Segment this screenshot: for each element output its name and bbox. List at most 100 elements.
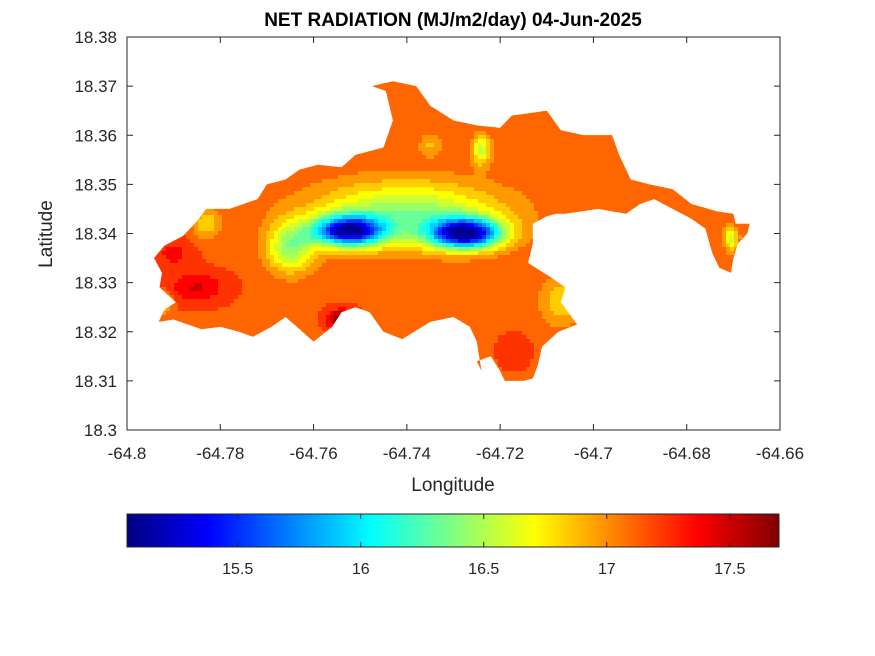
heatmap-cell — [370, 287, 375, 292]
heatmap-cell — [318, 303, 323, 308]
heatmap-cell — [270, 319, 275, 324]
heatmap-cell — [338, 195, 343, 200]
heatmap-cell — [286, 211, 291, 216]
heatmap-cell — [394, 243, 399, 248]
heatmap-cell — [294, 275, 299, 280]
heatmap-cell — [358, 195, 363, 200]
heatmap-cell — [162, 311, 167, 316]
heatmap-cell — [358, 199, 363, 204]
heatmap-cell — [398, 187, 403, 192]
heatmap-cell — [378, 219, 383, 224]
heatmap-cell — [362, 231, 367, 236]
heatmap-cell — [394, 81, 399, 84]
heatmap-cell — [270, 219, 275, 224]
heatmap-cell — [306, 171, 311, 176]
heatmap-cell — [322, 199, 327, 204]
heatmap-cell — [306, 207, 311, 212]
heatmap-cell — [262, 247, 267, 252]
heatmap-cell — [330, 283, 335, 288]
heatmap-cell — [386, 135, 391, 140]
heatmap-cell — [266, 199, 271, 204]
heatmap-cell — [342, 251, 347, 256]
heatmap-cell — [262, 243, 267, 248]
heatmap-cell — [190, 235, 195, 240]
heatmap-cell — [314, 163, 319, 168]
heatmap-cell — [178, 239, 183, 244]
heatmap-cell — [214, 247, 219, 252]
heatmap-cell — [354, 235, 359, 240]
heatmap-cell — [334, 279, 339, 284]
heatmap-cell — [350, 243, 355, 248]
heatmap-cell — [246, 311, 251, 316]
heatmap-cell — [366, 175, 371, 180]
heatmap-cell — [246, 283, 251, 288]
heatmap-cell — [314, 207, 319, 212]
heatmap-cell — [214, 227, 219, 232]
heatmap-cell — [258, 259, 263, 264]
heatmap-cell — [330, 231, 335, 236]
heatmap-cell — [346, 231, 351, 236]
heatmap-cell — [306, 219, 311, 224]
heatmap-cell — [282, 279, 287, 284]
heatmap-cell — [254, 207, 259, 212]
heatmap-cell — [386, 331, 391, 336]
heatmap-cell — [330, 239, 335, 244]
heatmap-cell — [334, 271, 339, 276]
heatmap-cell — [166, 243, 171, 248]
heatmap-cell — [354, 259, 359, 264]
heatmap-cell — [286, 215, 291, 220]
heatmap-cell — [346, 175, 351, 180]
heatmap-cell — [394, 279, 399, 284]
heatmap-cell — [298, 307, 303, 312]
heatmap-cell — [278, 187, 283, 192]
heatmap-cell — [362, 295, 367, 300]
heatmap-cell — [170, 243, 175, 248]
heatmap-cell — [310, 203, 315, 208]
heatmap-cell — [306, 283, 311, 288]
heatmap-cell — [322, 203, 327, 208]
heatmap-cell — [230, 259, 235, 264]
heatmap-cell — [366, 295, 371, 300]
heatmap-cell — [398, 99, 403, 104]
heatmap-cell — [358, 155, 363, 160]
heatmap-cell — [186, 275, 191, 280]
heatmap-cell — [234, 311, 239, 316]
heatmap-cell — [234, 239, 239, 244]
heatmap-cell — [254, 299, 259, 304]
heatmap-cell — [314, 199, 319, 204]
heatmap-cell — [398, 111, 403, 116]
heatmap-cell — [174, 263, 179, 268]
heatmap-cell — [230, 287, 235, 292]
heatmap-cell — [162, 271, 167, 276]
heatmap-cell — [342, 223, 347, 228]
heatmap-cell — [306, 243, 311, 248]
heatmap-cell — [386, 87, 391, 92]
heatmap-cell — [166, 291, 171, 296]
heatmap-cell — [398, 183, 403, 188]
heatmap-cell — [174, 303, 179, 308]
heatmap-cell — [278, 259, 283, 264]
heatmap-cell — [270, 243, 275, 248]
heatmap-cell — [238, 239, 243, 244]
heatmap-cell — [202, 287, 207, 292]
heatmap-cell — [374, 223, 379, 228]
heatmap-cell — [342, 263, 347, 268]
heatmap-cell — [230, 283, 235, 288]
heatmap-cell — [298, 227, 303, 232]
heatmap-cell — [386, 323, 391, 328]
heatmap-cell — [326, 327, 331, 332]
heatmap-cell — [382, 311, 387, 316]
heatmap-cell — [390, 251, 395, 256]
heatmap-cell — [378, 203, 383, 208]
heatmap-cell — [386, 203, 391, 208]
heatmap-cell — [254, 223, 259, 228]
heatmap-cell — [346, 171, 351, 176]
heatmap-cell — [274, 235, 279, 240]
heatmap-cell — [190, 307, 195, 312]
heatmap-cell — [370, 295, 375, 300]
heatmap-cell — [182, 303, 187, 308]
heatmap-cell — [358, 203, 363, 208]
heatmap-cell — [270, 279, 275, 284]
heatmap-cell — [362, 251, 367, 256]
heatmap-cell — [386, 303, 391, 308]
